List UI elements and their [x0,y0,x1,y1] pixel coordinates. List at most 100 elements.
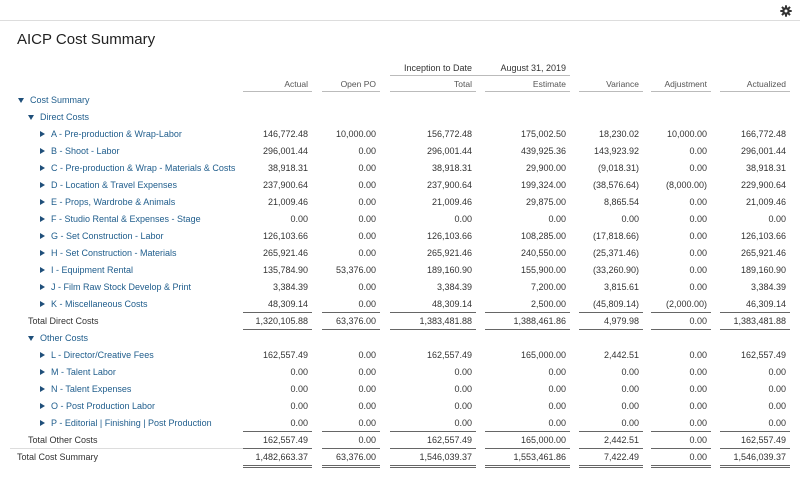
cell-value: 237,900.64 [262,180,308,190]
row-label[interactable]: B - Shoot - Labor [51,146,120,156]
cell-value: 1,482,663.37 [255,452,308,462]
total-rule [485,329,570,330]
cell-value: 0.00 [454,214,472,224]
column-header-rule [720,91,790,92]
row-label[interactable]: D - Location & Travel Expenses [51,180,178,190]
expand-toggle[interactable] [28,115,34,120]
total-rule [485,467,570,468]
cell-value: 1,546,039.37 [733,452,786,462]
settings-gear[interactable] [780,5,792,17]
cell-value: 0.00 [454,401,472,411]
row-divider [10,448,243,449]
cell-value: 2,442.51 [603,435,639,445]
row-label[interactable]: M - Talent Labor [51,367,116,377]
row-label[interactable]: A - Pre-production & Wrap-Labor [51,129,182,139]
total-rule [485,312,570,313]
expand-toggle[interactable] [40,368,45,375]
row-label[interactable]: L - Director/Creative Fees [51,350,154,360]
cell-value: 0.00 [358,180,376,190]
cell-value: 18,230.02 [598,129,639,139]
total-rule [390,329,476,330]
row-label[interactable]: K - Miscellaneous Costs [51,299,148,309]
expand-toggle[interactable] [40,130,45,137]
expand-toggle[interactable] [40,147,45,154]
row-label[interactable]: G - Set Construction - Labor [51,231,164,241]
cell-value: 0.00 [621,384,639,394]
cell-value: 0.00 [548,214,566,224]
row-label[interactable]: C - Pre-production & Wrap - Materials & … [51,163,236,173]
expand-toggle[interactable] [28,336,34,341]
section-label[interactable]: Other Costs [40,333,89,343]
expand-toggle[interactable] [40,351,45,358]
cell-value: 0.00 [689,197,707,207]
expand-toggle[interactable] [40,249,45,256]
total-rule [720,448,790,449]
expand-toggle[interactable] [40,215,45,222]
cell-value: 7,422.49 [603,452,639,462]
expand-toggle[interactable] [40,181,45,188]
cell-value: 0.00 [689,418,707,428]
cell-value: 162,557.49 [740,350,786,360]
cell-value: 38,918.31 [745,163,786,173]
cell-value: 0.00 [358,384,376,394]
cell-value: 165,000.00 [520,350,566,360]
cell-value: 0.00 [689,282,707,292]
cell-value: 126,103.66 [262,231,308,241]
total-label: Total Other Costs [28,435,98,445]
cell-value: 8,865.54 [603,197,639,207]
cell-value: 199,324.00 [520,180,566,190]
cell-value: 0.00 [689,265,707,275]
group-header: August 31, 2019 [500,63,566,73]
expand-toggle[interactable] [40,266,45,273]
expand-toggle[interactable] [18,98,24,103]
expand-toggle[interactable] [40,385,45,392]
row-label[interactable]: N - Talent Expenses [51,384,132,394]
row-label[interactable]: F - Studio Rental & Expenses - Stage [51,214,201,224]
cell-value: 0.00 [358,197,376,207]
column-header-rule [579,91,643,92]
expand-toggle[interactable] [40,198,45,205]
cell-value: 0.00 [358,299,376,309]
cell-value: 0.00 [689,248,707,258]
expand-toggle[interactable] [40,402,45,409]
cell-value: 0.00 [358,163,376,173]
cell-value: 156,772.48 [426,129,472,139]
cell-value: 3,815.61 [603,282,639,292]
cell-value: 265,921.46 [740,248,786,258]
total-rule [651,467,711,468]
cell-value: 1,383,481.88 [419,316,472,326]
expand-toggle[interactable] [40,419,45,426]
group-header: Inception to Date [403,63,472,73]
cell-value: 0.00 [621,214,639,224]
row-label[interactable]: I - Equipment Rental [51,265,134,275]
row-label[interactable]: H - Set Construction - Materials [51,248,177,258]
cell-value: 0.00 [689,401,707,411]
column-header: Adjustment [664,79,707,89]
total-rule [720,465,790,466]
row-label[interactable]: E - Props, Wardrobe & Animals [51,197,176,207]
expand-toggle[interactable] [40,164,45,171]
cell-value: (9,018.31) [597,163,639,173]
cell-value: 10,000.00 [335,129,376,139]
column-header: Variance [606,79,639,89]
total-rule [390,465,476,466]
cell-value: 1,546,039.37 [419,452,472,462]
cell-value: 21,009.46 [431,197,472,207]
cell-value: (45,809.14) [592,299,639,309]
total-rule [243,431,312,432]
cell-value: 162,557.49 [426,350,472,360]
cell-value: (33,260.90) [592,265,639,275]
row-label[interactable]: P - Editorial | Finishing | Post Product… [51,418,212,428]
cell-value: 189,160.90 [426,265,472,275]
expand-toggle[interactable] [40,283,45,290]
total-rule [322,465,380,466]
cell-value: 296,001.44 [426,146,472,156]
expand-toggle[interactable] [40,300,45,307]
cell-value: 1,553,461.86 [513,452,566,462]
expand-toggle[interactable] [40,232,45,239]
row-label[interactable]: O - Post Production Labor [51,401,156,411]
tree-root-label[interactable]: Cost Summary [30,95,90,105]
cell-value: 21,009.46 [267,197,308,207]
row-label[interactable]: J - Film Raw Stock Develop & Print [51,282,192,292]
section-label[interactable]: Direct Costs [40,112,90,122]
